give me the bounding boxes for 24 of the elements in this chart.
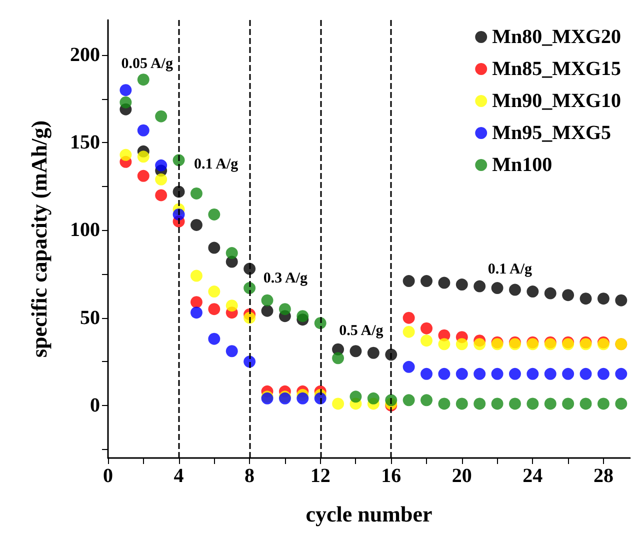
x-tick-label: 28: [593, 465, 614, 487]
annotation: 0.5 A/g: [339, 322, 384, 339]
x-tick-label: 16: [381, 465, 402, 487]
x-tick-label: 12: [310, 465, 330, 487]
y-tick-label: 0: [90, 394, 100, 416]
y-tick-label: 200: [70, 44, 100, 66]
y-tick-label: 150: [70, 132, 100, 154]
annotation: 0.05 A/g: [121, 56, 174, 72]
x-tick-label: 24: [522, 465, 543, 487]
annotation: 0.3 A/g: [263, 270, 308, 286]
y-tick-label: 100: [70, 219, 100, 242]
annotation: 0.1 A/g: [194, 156, 239, 173]
x-axis-title: cycle number: [306, 502, 432, 526]
x-tick-label: 20: [452, 465, 472, 487]
annotation: 0.1 A/g: [488, 262, 533, 278]
x-tick-label: 8: [244, 465, 255, 487]
legend-label: Mn80_MXG20: [492, 26, 622, 48]
x-tick-label: 4: [174, 465, 184, 487]
legend-label: Mn100: [492, 154, 552, 176]
legend-label: Mn90_MXG10: [492, 90, 622, 112]
legend-label: Mn95_MXG5: [492, 122, 612, 144]
legend-label: Mn85_MXG15: [492, 58, 622, 80]
y-tick-label: 50: [80, 306, 100, 329]
y-axis-title: specific capacity (mAh/g): [26, 120, 52, 358]
